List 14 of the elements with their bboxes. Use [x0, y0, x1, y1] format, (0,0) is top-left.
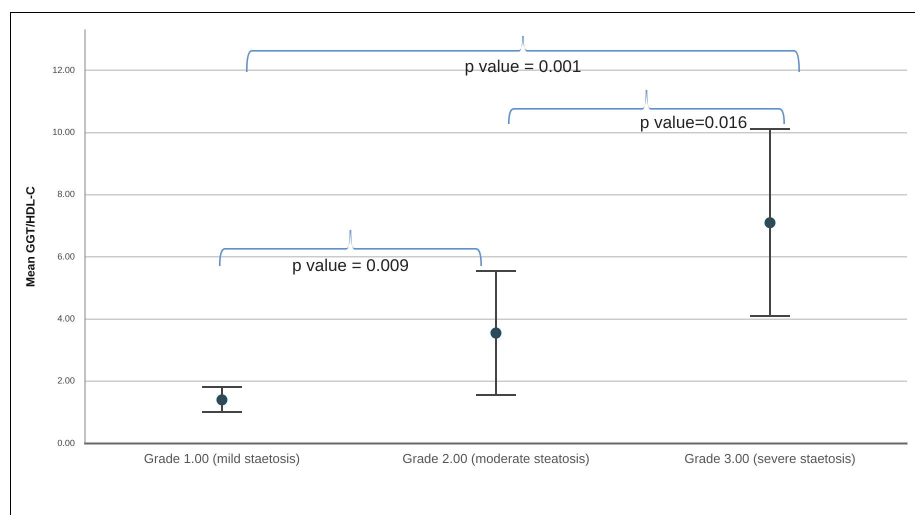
x-tick-label: Grade 1.00 (mild staetosis) [144, 450, 300, 466]
y-tick-label: 4.00 [57, 314, 75, 324]
y-tick-label: 12.00 [52, 64, 75, 75]
x-tick-label: Grade 2.00 (moderate steatosis) [402, 450, 590, 466]
annotation: p value = 0.001 [464, 57, 582, 77]
y-tick-label: 6.00 [57, 251, 75, 262]
annotation: p value=0.016 [640, 113, 748, 133]
y-tick-label: 0.00 [57, 438, 75, 448]
y-axis-title: Mean GGT/HDL-C [24, 186, 38, 288]
y-tick-label: 2.00 [57, 376, 75, 386]
y-tick-label: 8.00 [57, 189, 75, 200]
x-tick-label: Grade 3.00 (severe staetosis) [684, 450, 856, 466]
annotation: p value = 0.009 [292, 256, 409, 276]
y-tick-label: 10.00 [52, 127, 75, 138]
